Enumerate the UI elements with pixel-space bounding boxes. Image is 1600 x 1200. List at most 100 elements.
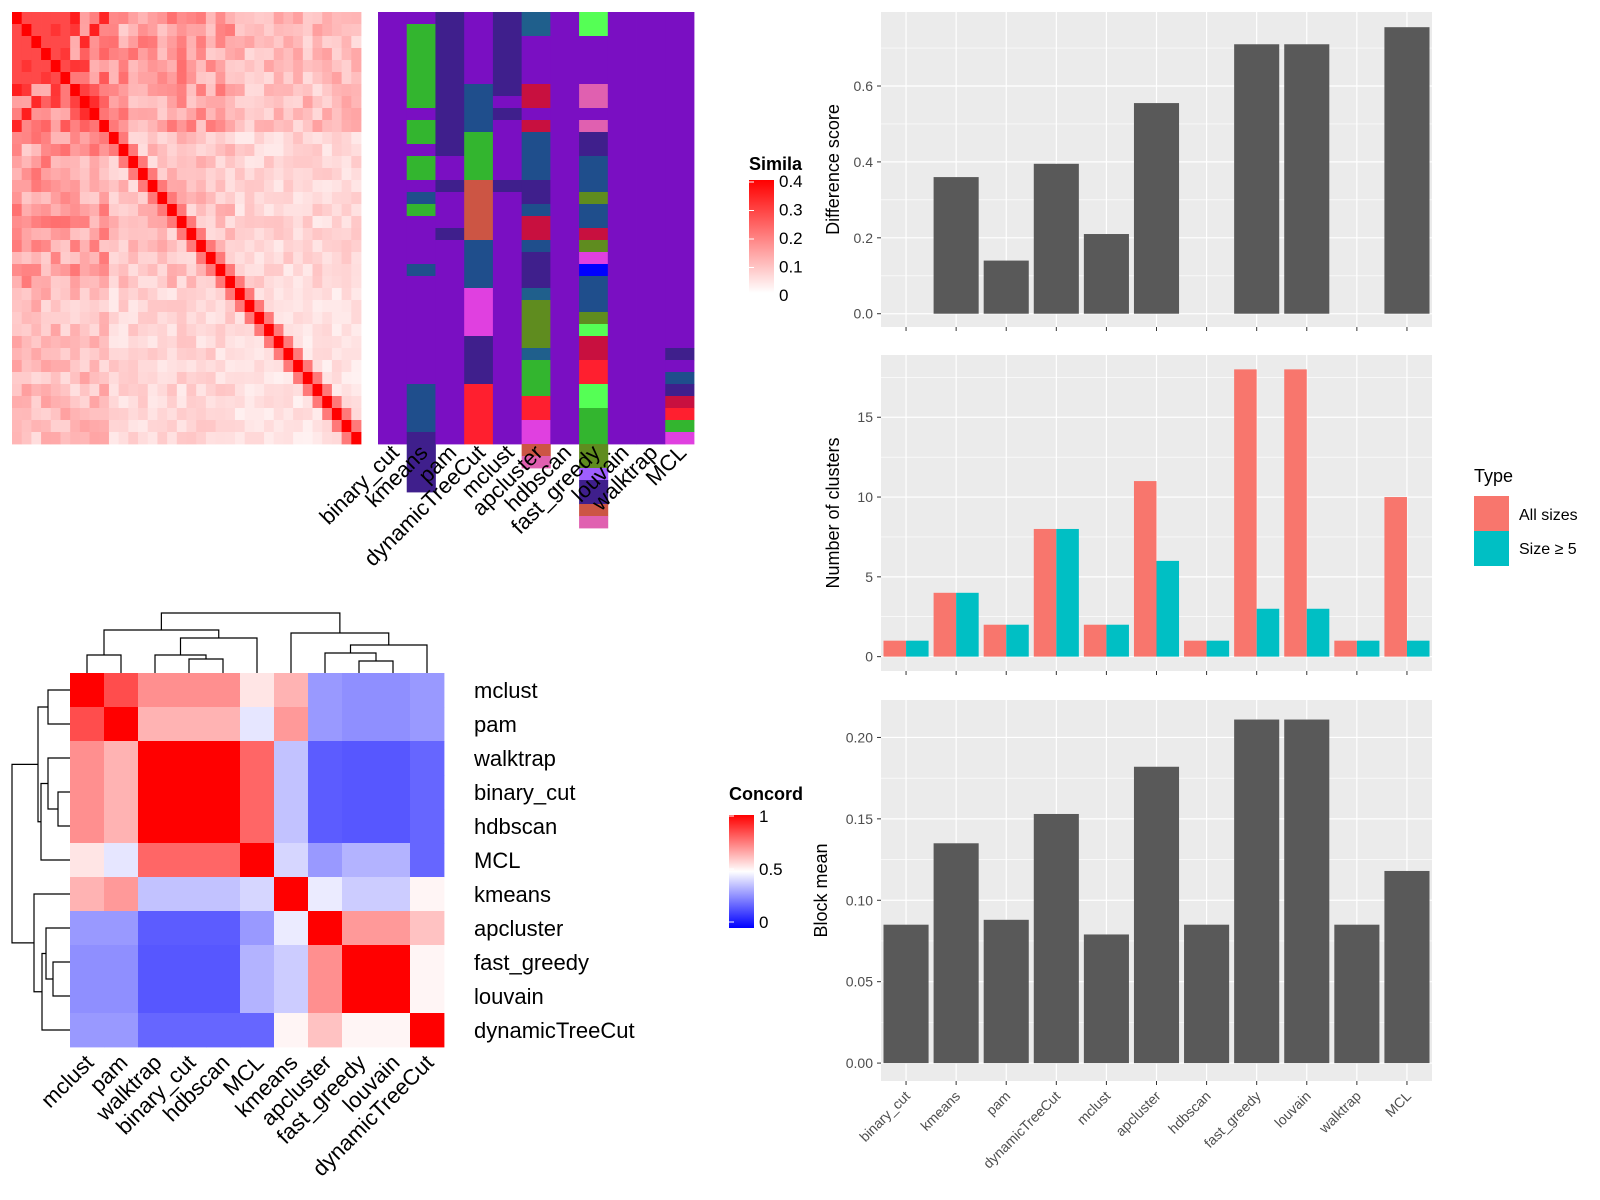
similarity-cell xyxy=(50,192,61,205)
similarity-cell xyxy=(108,132,120,145)
similarity-cell xyxy=(138,48,149,61)
similarity-cell xyxy=(157,24,168,37)
similarity-cell xyxy=(205,252,216,265)
concordance-legend-ticks: 10.50 xyxy=(729,807,783,932)
similarity-cell xyxy=(244,24,255,37)
bar xyxy=(1033,163,1079,314)
similarity-cell xyxy=(157,168,168,181)
similarity-cell xyxy=(196,120,207,133)
x-category-label: hdbscan xyxy=(1165,1088,1214,1137)
concordance-cell xyxy=(172,741,207,776)
similarity-cell xyxy=(138,108,149,121)
similarity-cell xyxy=(60,156,71,169)
similarity-cell xyxy=(12,324,23,337)
similarity-cell xyxy=(322,240,333,253)
similarity-cell xyxy=(108,324,120,337)
similarity-cell xyxy=(225,132,236,145)
assignment-segment xyxy=(521,288,551,301)
similarity-cell xyxy=(70,48,81,61)
concordance-cell xyxy=(308,741,343,776)
similarity-cell xyxy=(234,360,246,373)
similarity-cell xyxy=(283,12,294,25)
similarity-cell xyxy=(70,360,81,373)
similarity-cell xyxy=(70,264,81,277)
similarity-cell xyxy=(234,324,246,337)
similarity-cell xyxy=(234,24,246,37)
similarity-cell xyxy=(215,240,226,253)
similarity-cell xyxy=(186,336,197,349)
similarity-cell xyxy=(12,312,23,325)
similarity-cell xyxy=(138,96,149,109)
concordance-cell xyxy=(172,775,207,810)
similarity-cell xyxy=(283,276,294,289)
bar xyxy=(883,924,929,1064)
similarity-cell xyxy=(176,120,187,133)
similarity-cell xyxy=(341,420,352,433)
similarity-cell xyxy=(176,192,187,205)
similarity-cell xyxy=(157,324,168,337)
concordance-cell xyxy=(376,945,411,980)
similarity-cell xyxy=(283,348,294,361)
similarity-cell xyxy=(302,204,313,217)
concordance-cell xyxy=(410,877,445,912)
similarity-cell xyxy=(31,216,42,229)
x-category-label: louvain xyxy=(1271,1088,1314,1131)
similarity-cell xyxy=(60,288,71,301)
similarity-cell xyxy=(99,228,110,241)
similarity-cell xyxy=(31,324,42,337)
similarity-cell xyxy=(205,336,216,349)
similarity-cell xyxy=(273,96,284,109)
similarity-cell xyxy=(60,36,71,49)
assignment-segment xyxy=(406,24,436,109)
similarity-cell xyxy=(60,324,71,337)
similarity-cell xyxy=(70,156,81,169)
similarity-cell xyxy=(167,372,178,385)
similarity-cell xyxy=(186,180,197,193)
similarity-cell xyxy=(312,156,323,169)
assignment-segment xyxy=(579,204,609,229)
similarity-cell xyxy=(322,420,333,433)
similarity-cell xyxy=(118,336,129,349)
similarity-cell xyxy=(128,288,139,301)
similarity-cell xyxy=(283,372,294,385)
similarity-cell xyxy=(89,72,100,85)
assignment-segment xyxy=(665,12,695,349)
concordance-cell xyxy=(240,673,275,708)
concordance-cell xyxy=(104,707,139,742)
similarity-cell xyxy=(147,432,158,445)
similarity-cell xyxy=(89,276,100,289)
similarity-cell xyxy=(293,120,304,133)
similarity-cell xyxy=(79,372,90,385)
concordance-heatmap xyxy=(70,673,445,1048)
concordance-cell xyxy=(376,843,411,878)
similarity-cell xyxy=(157,372,168,385)
similarity-cell xyxy=(293,336,304,349)
similarity-cell xyxy=(225,24,236,37)
similarity-cell xyxy=(196,228,207,241)
similarity-cell xyxy=(312,84,323,97)
similarity-cell xyxy=(108,24,120,37)
similarity-cell xyxy=(157,216,168,229)
similarity-cell xyxy=(341,156,352,169)
similarity-cell xyxy=(50,240,61,253)
similarity-cell xyxy=(176,228,187,241)
similarity-cell xyxy=(118,372,129,385)
similarity-cell xyxy=(244,336,255,349)
similarity-cell xyxy=(273,48,284,61)
assignment-segment xyxy=(492,192,523,445)
similarity-cell xyxy=(31,312,42,325)
similarity-cell xyxy=(12,264,23,277)
bar-all-sizes xyxy=(933,592,957,657)
bar xyxy=(933,843,979,1064)
concordance-cell xyxy=(172,979,207,1014)
similarity-cell xyxy=(60,24,71,37)
similarity-cell xyxy=(31,144,42,157)
similarity-cell xyxy=(118,36,129,49)
similarity-cell xyxy=(21,324,32,337)
similarity-cell xyxy=(50,336,61,349)
similarity-cell xyxy=(70,120,81,133)
concordance-cell xyxy=(138,673,173,708)
similarity-cell xyxy=(322,180,333,193)
similarity-cell xyxy=(41,264,52,277)
similarity-cell xyxy=(167,228,178,241)
